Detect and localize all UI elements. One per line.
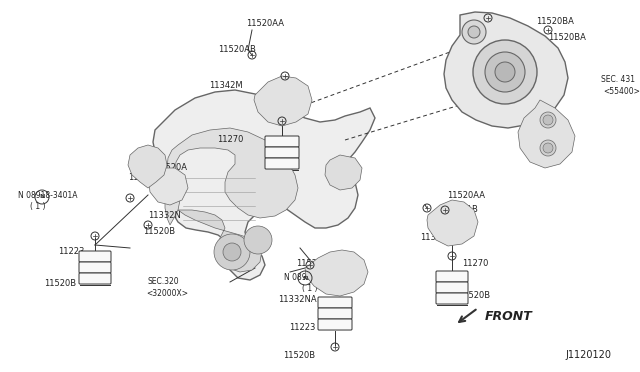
Text: SEC. 431: SEC. 431 bbox=[601, 76, 635, 84]
Text: SEC.320: SEC.320 bbox=[148, 278, 180, 286]
Text: 11520A: 11520A bbox=[155, 164, 187, 173]
Text: 11342M: 11342M bbox=[420, 232, 454, 241]
Text: 11520BA: 11520BA bbox=[536, 17, 574, 26]
Text: 11342M: 11342M bbox=[209, 81, 243, 90]
Text: 11520AC: 11520AC bbox=[128, 173, 166, 183]
Text: 11332N: 11332N bbox=[148, 212, 181, 221]
FancyBboxPatch shape bbox=[79, 273, 111, 284]
Circle shape bbox=[462, 20, 486, 44]
Text: 11223: 11223 bbox=[58, 247, 84, 256]
Circle shape bbox=[540, 112, 556, 128]
Polygon shape bbox=[153, 90, 375, 280]
Text: N: N bbox=[302, 276, 308, 280]
Text: 11520B: 11520B bbox=[143, 227, 175, 235]
FancyBboxPatch shape bbox=[318, 297, 352, 308]
Circle shape bbox=[540, 140, 556, 156]
Polygon shape bbox=[165, 128, 298, 225]
Circle shape bbox=[543, 143, 553, 153]
Text: ( 1 ): ( 1 ) bbox=[302, 285, 317, 294]
Polygon shape bbox=[128, 145, 167, 188]
Polygon shape bbox=[305, 250, 368, 296]
Text: 11520B: 11520B bbox=[458, 291, 490, 299]
Text: 11332NA: 11332NA bbox=[278, 295, 317, 305]
Circle shape bbox=[473, 40, 537, 104]
Text: 11223: 11223 bbox=[289, 324, 316, 333]
Text: 11520B: 11520B bbox=[44, 279, 76, 289]
Circle shape bbox=[485, 52, 525, 92]
Text: J1120120: J1120120 bbox=[565, 350, 611, 360]
Text: ( 1 ): ( 1 ) bbox=[30, 202, 45, 212]
Text: 11520AB: 11520AB bbox=[218, 45, 256, 55]
Text: 11520AA: 11520AA bbox=[246, 19, 284, 29]
Circle shape bbox=[244, 226, 272, 254]
Polygon shape bbox=[444, 12, 568, 128]
FancyBboxPatch shape bbox=[79, 251, 111, 262]
Text: <32000X>: <32000X> bbox=[146, 289, 188, 298]
Circle shape bbox=[223, 243, 241, 261]
FancyBboxPatch shape bbox=[436, 282, 468, 293]
Circle shape bbox=[214, 234, 250, 270]
Text: 11270: 11270 bbox=[217, 135, 243, 144]
Text: 11520AA: 11520AA bbox=[447, 192, 485, 201]
Text: 11520AB: 11520AB bbox=[440, 205, 478, 215]
Circle shape bbox=[543, 115, 553, 125]
Text: N 08918-3401A: N 08918-3401A bbox=[284, 273, 344, 282]
Text: 11520A: 11520A bbox=[296, 260, 328, 269]
Text: 11520BA: 11520BA bbox=[548, 33, 586, 42]
FancyBboxPatch shape bbox=[79, 262, 111, 273]
FancyBboxPatch shape bbox=[318, 319, 352, 330]
Polygon shape bbox=[518, 100, 575, 168]
Polygon shape bbox=[149, 168, 188, 205]
FancyBboxPatch shape bbox=[265, 158, 299, 169]
FancyBboxPatch shape bbox=[265, 147, 299, 158]
FancyBboxPatch shape bbox=[436, 271, 468, 282]
Circle shape bbox=[495, 62, 515, 82]
Polygon shape bbox=[254, 76, 312, 126]
Text: N: N bbox=[39, 195, 45, 199]
Polygon shape bbox=[325, 155, 362, 190]
FancyBboxPatch shape bbox=[318, 308, 352, 319]
Polygon shape bbox=[178, 210, 262, 272]
Text: 11520B: 11520B bbox=[283, 350, 315, 359]
Text: <55400>: <55400> bbox=[603, 87, 640, 96]
Text: 11270: 11270 bbox=[462, 260, 488, 269]
Text: FRONT: FRONT bbox=[485, 310, 532, 323]
Text: N 08918-3401A: N 08918-3401A bbox=[18, 190, 77, 199]
FancyBboxPatch shape bbox=[436, 293, 468, 304]
Polygon shape bbox=[427, 200, 478, 246]
Circle shape bbox=[468, 26, 480, 38]
FancyBboxPatch shape bbox=[265, 136, 299, 147]
